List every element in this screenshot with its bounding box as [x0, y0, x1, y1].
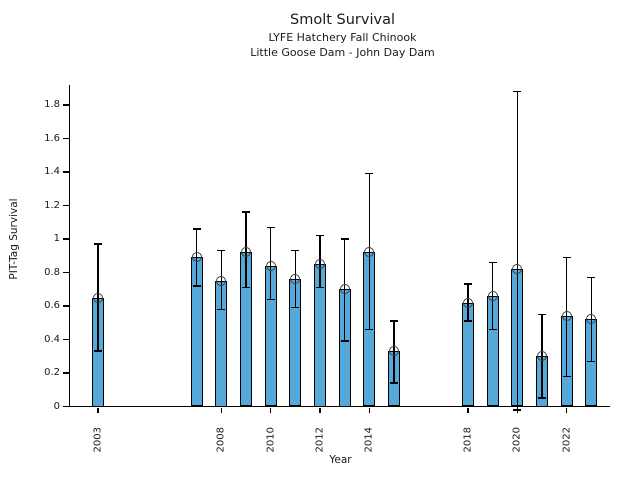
data-point-marker: [216, 275, 227, 286]
x-tick-label: 2008: [215, 427, 227, 453]
y-tick-mark: [63, 204, 69, 207]
error-bar-cap-bottom: [192, 285, 201, 287]
x-tick-label: 2018: [462, 427, 474, 453]
x-tick-mark: [270, 407, 272, 413]
data-point-marker: [388, 346, 399, 357]
error-bar-cap-bottom: [266, 298, 275, 301]
data-point-marker: [92, 292, 103, 303]
x-tick-label: 2020: [511, 427, 523, 453]
error-bar-cap-top: [340, 238, 349, 240]
y-tick-label: 1.8: [44, 99, 60, 110]
x-tick-mark: [566, 407, 568, 413]
error-bar-cap-top: [316, 234, 325, 237]
data-point-marker: [586, 314, 597, 325]
data-point-marker: [462, 297, 473, 308]
error-bar-cap-top: [464, 283, 473, 285]
error-bar-cap-bottom: [488, 328, 497, 331]
data-point-marker: [512, 264, 523, 275]
data-point-marker: [561, 310, 572, 321]
y-tick-mark: [63, 104, 69, 106]
y-tick-label: 0: [53, 400, 60, 412]
error-bar-cap-bottom: [217, 308, 226, 311]
y-tick-label: 1.4: [44, 166, 60, 177]
error-bar-cap-top: [538, 313, 547, 316]
error-bar-cap-top: [587, 276, 596, 279]
data-point-marker: [240, 247, 251, 258]
error-bar-line: [516, 91, 519, 410]
error-bar-cap-bottom: [365, 328, 374, 331]
y-tick-mark: [63, 238, 69, 240]
error-bar-cap-top: [291, 249, 300, 252]
chart-title: Smolt Survival: [290, 12, 395, 28]
x-axis-label: Year: [329, 454, 352, 466]
y-tick-mark: [63, 338, 69, 341]
error-bar-cap-bottom: [464, 320, 473, 322]
x-tick-label: 2012: [314, 427, 326, 453]
data-point-marker: [314, 259, 325, 270]
chart-subtitle-line1: LYFE Hatchery Fall Chinook: [268, 31, 417, 44]
data-point-marker: [364, 247, 375, 258]
data-point-marker: [536, 351, 547, 362]
x-tick-label: 2010: [265, 427, 277, 453]
error-bar-cap-bottom: [340, 340, 349, 342]
x-tick-mark: [368, 407, 370, 413]
y-tick-label: 0.8: [44, 266, 60, 278]
error-bar-cap-bottom: [316, 286, 325, 289]
y-tick-label: 0.6: [44, 300, 60, 311]
x-tick-mark: [220, 407, 222, 413]
x-tick-mark: [319, 407, 321, 413]
y-tick-label: 1.6: [44, 132, 60, 144]
y-tick-label: 0.2: [44, 367, 60, 378]
error-bar-cap-top: [562, 256, 571, 259]
error-bar-cap-bottom: [587, 360, 596, 363]
y-tick-mark: [63, 271, 69, 274]
chart-subtitle-line2: Little Goose Dam - John Day Dam: [250, 46, 435, 59]
error-bar-cap-bottom: [94, 350, 102, 352]
error-bar-cap-bottom: [242, 286, 251, 289]
y-tick-mark: [63, 305, 69, 307]
error-bar-cap-top: [390, 320, 399, 322]
x-tick-mark: [467, 407, 469, 413]
data-point-marker: [191, 252, 202, 263]
error-bar-cap-top: [266, 226, 275, 229]
error-bar-cap-bottom: [291, 306, 300, 309]
error-bar-cap-top: [217, 249, 226, 252]
data-point-marker: [339, 284, 350, 295]
error-bar-cap-top: [242, 211, 251, 213]
error-bar-cap-bottom: [562, 375, 571, 378]
x-tick-label: 2022: [561, 427, 573, 453]
x-axis-spine: [69, 406, 610, 408]
y-axis-spine: [69, 85, 71, 407]
y-tick-label: 1.2: [44, 199, 60, 211]
y-tick-mark: [63, 372, 69, 374]
error-bar-cap-top: [365, 172, 374, 175]
error-bar-cap-bottom: [538, 397, 547, 399]
error-bar-cap-bottom: [390, 382, 399, 384]
error-bar-cap-bottom: [513, 409, 522, 411]
y-tick-label: 1: [53, 233, 60, 244]
error-bar-cap-top: [488, 261, 497, 264]
y-tick-mark: [63, 171, 69, 173]
error-bar-cap-top: [192, 228, 201, 230]
data-point-marker: [265, 260, 276, 271]
x-tick-mark: [97, 407, 99, 413]
y-tick-mark: [63, 137, 69, 140]
x-tick-label: 2014: [363, 427, 375, 453]
y-tick-mark: [63, 405, 69, 408]
error-bar-cap-top: [513, 90, 522, 93]
y-tick-label: 0.4: [44, 333, 60, 345]
data-point-marker: [290, 274, 301, 285]
data-point-marker: [487, 290, 498, 301]
error-bar-cap-top: [94, 243, 102, 245]
x-tick-label: 2003: [92, 427, 104, 453]
